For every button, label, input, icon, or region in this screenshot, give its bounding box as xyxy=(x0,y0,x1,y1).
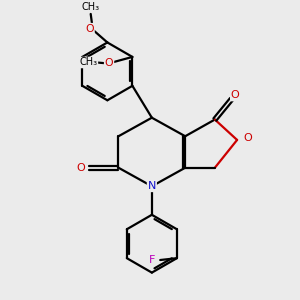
Text: CH₃: CH₃ xyxy=(82,2,100,11)
Text: O: O xyxy=(105,58,113,68)
Text: O: O xyxy=(231,91,240,100)
Text: O: O xyxy=(243,133,252,143)
Text: CH₃: CH₃ xyxy=(79,58,98,68)
Text: N: N xyxy=(148,181,156,191)
Text: F: F xyxy=(149,255,155,265)
Text: O: O xyxy=(85,24,94,34)
Text: O: O xyxy=(76,163,85,173)
